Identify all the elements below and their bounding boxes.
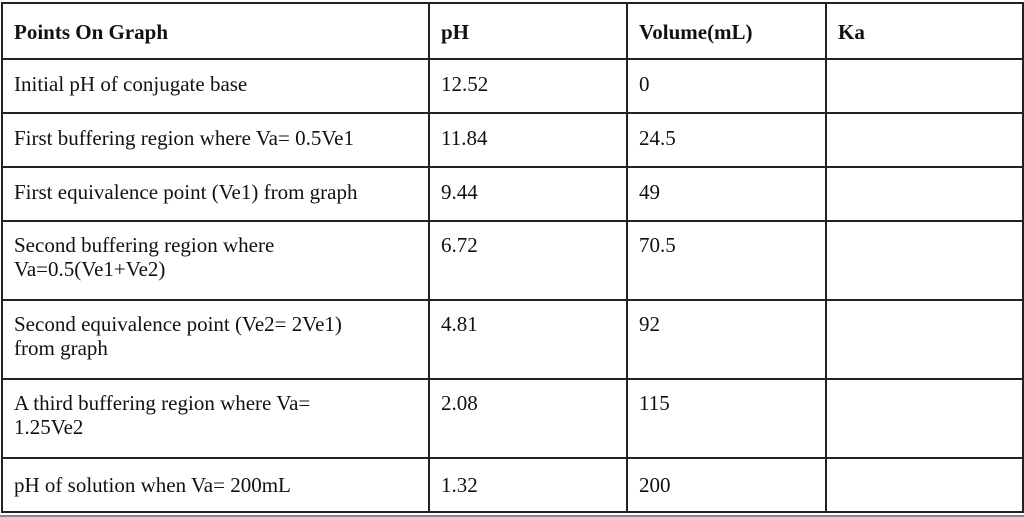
table-row: Second equivalence point (Ve2= 2Ve1) fro…	[1, 299, 1024, 380]
cell-point: First buffering region where Va= 0.5Ve1	[1, 112, 430, 168]
cell-point-line: 1.25Ve2	[14, 415, 84, 439]
cell-volume: 24.5	[626, 112, 827, 168]
header-ka: Ka	[825, 2, 1024, 60]
table-row: A third buffering region where Va= 1.25V…	[1, 378, 1024, 459]
table-row: First buffering region where Va= 0.5Ve1 …	[1, 112, 1024, 168]
cell-ka[interactable]	[825, 378, 1024, 459]
cell-volume: 200	[626, 457, 827, 513]
cell-point: Second buffering region where Va=0.5(Ve1…	[1, 220, 430, 301]
cell-ph: 4.81	[428, 299, 628, 380]
cell-ka[interactable]	[825, 166, 1024, 222]
header-points-on-graph: Points On Graph	[1, 2, 430, 60]
cell-ph: 6.72	[428, 220, 628, 301]
cell-point: Initial pH of conjugate base	[1, 58, 430, 114]
cell-point: pH of solution when Va= 200mL	[1, 457, 430, 513]
cell-volume: 92	[626, 299, 827, 380]
table-row: Initial pH of conjugate base 12.52 0	[1, 58, 1024, 114]
cell-point-line: from graph	[14, 336, 108, 360]
table-row: First equivalence point (Ve1) from graph…	[1, 166, 1024, 222]
cell-ka[interactable]	[825, 112, 1024, 168]
cell-point: A third buffering region where Va= 1.25V…	[1, 378, 430, 459]
table-row: pH of solution when Va= 200mL 1.32 200	[1, 457, 1024, 513]
cell-volume: 115	[626, 378, 827, 459]
cell-point: First equivalence point (Ve1) from graph	[1, 166, 430, 222]
cell-ph: 12.52	[428, 58, 628, 114]
cell-point-line: Second buffering region where	[14, 233, 275, 257]
cell-point: Second equivalence point (Ve2= 2Ve1) fro…	[1, 299, 430, 380]
cell-ph: 9.44	[428, 166, 628, 222]
table-row: Second buffering region where Va=0.5(Ve1…	[1, 220, 1024, 301]
cell-ka[interactable]	[825, 299, 1024, 380]
header-ph: pH	[428, 2, 628, 60]
cell-volume: 0	[626, 58, 827, 114]
cell-point-line: A third buffering region where Va=	[14, 391, 311, 415]
cell-volume: 49	[626, 166, 827, 222]
header-volume: Volume(mL)	[626, 2, 827, 60]
cell-volume: 70.5	[626, 220, 827, 301]
cell-point-line: Second equivalence point (Ve2= 2Ve1)	[14, 312, 342, 336]
cell-ph: 11.84	[428, 112, 628, 168]
cell-ka[interactable]	[825, 457, 1024, 513]
cell-ka[interactable]	[825, 58, 1024, 114]
cell-ka[interactable]	[825, 220, 1024, 301]
cell-point-line: Va=0.5(Ve1+Ve2)	[14, 257, 166, 281]
cell-ph: 1.32	[428, 457, 628, 513]
cell-ph: 2.08	[428, 378, 628, 459]
table-header-row: Points On Graph pH Volume(mL) Ka	[1, 2, 1024, 60]
